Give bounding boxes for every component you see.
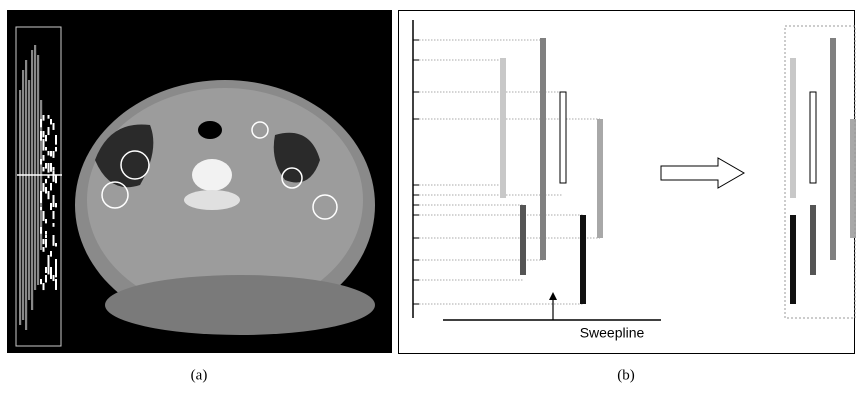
diagram-panel: [399, 11, 855, 354]
ct-bar: [55, 203, 57, 207]
ct-bar: [48, 255, 50, 261]
ct-bar: [55, 175, 57, 183]
ct-bar: [48, 127, 50, 131]
ct-bar: [40, 159, 42, 164]
ct-bar: [53, 123, 55, 130]
interval-bar: [597, 119, 603, 238]
ct-bar: [55, 147, 57, 151]
caption-a: (a): [191, 367, 208, 383]
ct-bar: [43, 143, 45, 151]
ct-bar: [45, 187, 47, 194]
ct-bar: [50, 119, 52, 124]
interval-bar: [500, 58, 506, 198]
ct-bar: [48, 151, 50, 155]
ct-bar: [43, 183, 45, 192]
ct-bar: [55, 243, 57, 246]
ct-bar: [43, 215, 45, 221]
ct-bar: [45, 235, 47, 238]
ct-bar: [48, 263, 50, 272]
ct-neck-base: [105, 275, 375, 335]
ct-bar: [45, 163, 47, 169]
interval-bar: [810, 205, 816, 275]
ct-bar: [53, 175, 55, 182]
sweepline-label: Sweepline: [580, 325, 645, 341]
ct-vertebra-arch: [184, 190, 240, 210]
ct-bar: [48, 271, 50, 274]
ct-bar: [19, 90, 21, 325]
interval-bar: [540, 38, 546, 260]
ct-bar: [55, 283, 57, 290]
ct-bar: [43, 115, 45, 121]
ct-bar: [43, 283, 45, 290]
ct-bar: [40, 135, 42, 141]
ct-bar: [40, 191, 42, 200]
ct-bar: [40, 227, 42, 234]
interval-bar: [810, 92, 816, 183]
ct-bar: [55, 271, 57, 277]
ct-bar: [45, 275, 47, 283]
interval-bar: [580, 215, 586, 304]
ct-bar: [43, 247, 45, 252]
ct-bar: [28, 80, 30, 300]
ct-bar: [40, 119, 42, 127]
ct-bar: [40, 199, 42, 203]
ct-bar: [43, 239, 45, 244]
page: (a) Sweepline (b) (() => { const data = …: [0, 0, 864, 389]
ct-bar: [22, 70, 24, 320]
interval-bar: [520, 205, 526, 275]
ct-bar: [45, 135, 47, 141]
ct-bar: [50, 183, 52, 190]
interval-bar: [790, 58, 796, 198]
figure: (a) Sweepline (b): [0, 0, 864, 389]
ct-bar: [53, 211, 55, 219]
ct-bar: [53, 223, 55, 227]
ct-bar: [31, 50, 33, 310]
ct-bar: [53, 239, 55, 246]
ct-bar: [50, 251, 52, 257]
ct-bar: [53, 151, 55, 158]
ct-airway: [198, 121, 222, 139]
ct-bar: [53, 203, 55, 207]
ct-bar: [50, 151, 52, 156]
ct-bar: [50, 163, 52, 172]
ct-bar: [45, 231, 47, 235]
ct-bar: [55, 135, 57, 139]
ct-bar: [45, 239, 47, 248]
ct-bar: [48, 167, 50, 173]
ct-bar: [50, 203, 52, 210]
ct-bar: [45, 267, 47, 273]
ct-bar: [25, 60, 27, 330]
ct-bar: [48, 131, 50, 135]
ct-bar: [55, 139, 57, 145]
ct-bar: [45, 219, 47, 223]
ct-bar: [48, 115, 50, 119]
ct-bar: [37, 55, 39, 285]
interval-bar: [790, 215, 796, 304]
ct-bar: [34, 45, 36, 290]
ct-bar: [50, 271, 52, 279]
ct-bar: [43, 131, 45, 137]
ct-bar: [53, 167, 55, 171]
ct-bar: [53, 275, 55, 281]
ct-bar: [40, 279, 42, 284]
ct-bar: [43, 155, 45, 161]
caption-b: (b): [617, 367, 635, 383]
ct-bar: [53, 195, 55, 203]
interval-bar: [830, 38, 836, 260]
ct-bar: [43, 167, 45, 171]
ct-vertebra: [192, 159, 232, 191]
ct-bar: [45, 179, 47, 183]
interval-bar: [560, 92, 566, 183]
ct-bar: [40, 207, 42, 210]
ct-bar: [48, 195, 50, 199]
ct-bar: [45, 147, 47, 150]
